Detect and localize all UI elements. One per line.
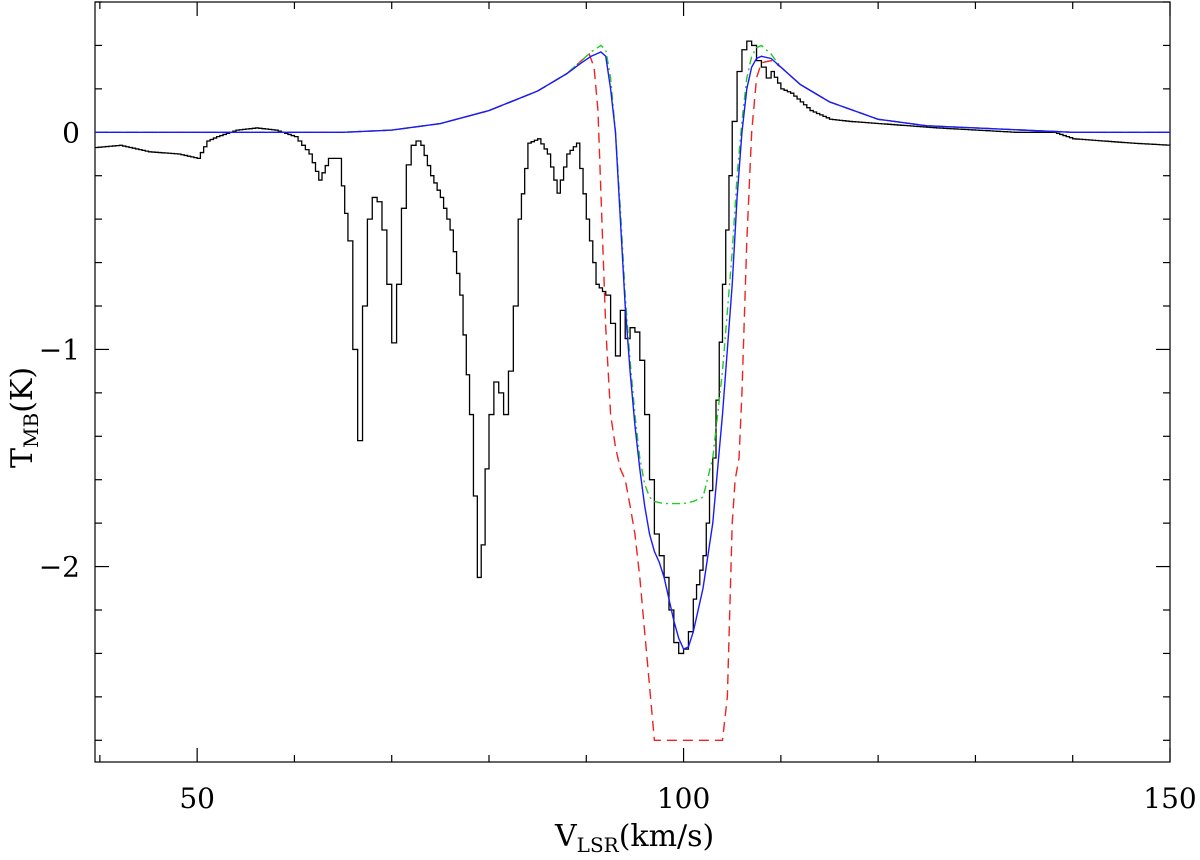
series-line-model-red xyxy=(95,52,1170,741)
series-line-model-green xyxy=(95,44,1170,505)
x-tick-label: 150 xyxy=(1143,782,1196,815)
tick-labels: 50 100 150 0 −1 −2 xyxy=(39,116,1197,815)
x-axis-label: VLSR(km/s) xyxy=(554,819,714,857)
y-tick-label: −1 xyxy=(39,333,80,366)
series-layer xyxy=(95,40,1171,741)
x-tick-label: 50 xyxy=(179,782,215,815)
series-line-model-blue xyxy=(95,51,1170,651)
series-line-observed xyxy=(95,40,1171,655)
x-tick-label: 100 xyxy=(657,782,710,815)
y-tick-label: −2 xyxy=(39,551,80,584)
y-tick-label: 0 xyxy=(62,116,80,149)
plot-frame xyxy=(94,1,1171,763)
y-axis-label: TMB(K) xyxy=(5,367,43,468)
axis-ticks xyxy=(95,1,1171,762)
